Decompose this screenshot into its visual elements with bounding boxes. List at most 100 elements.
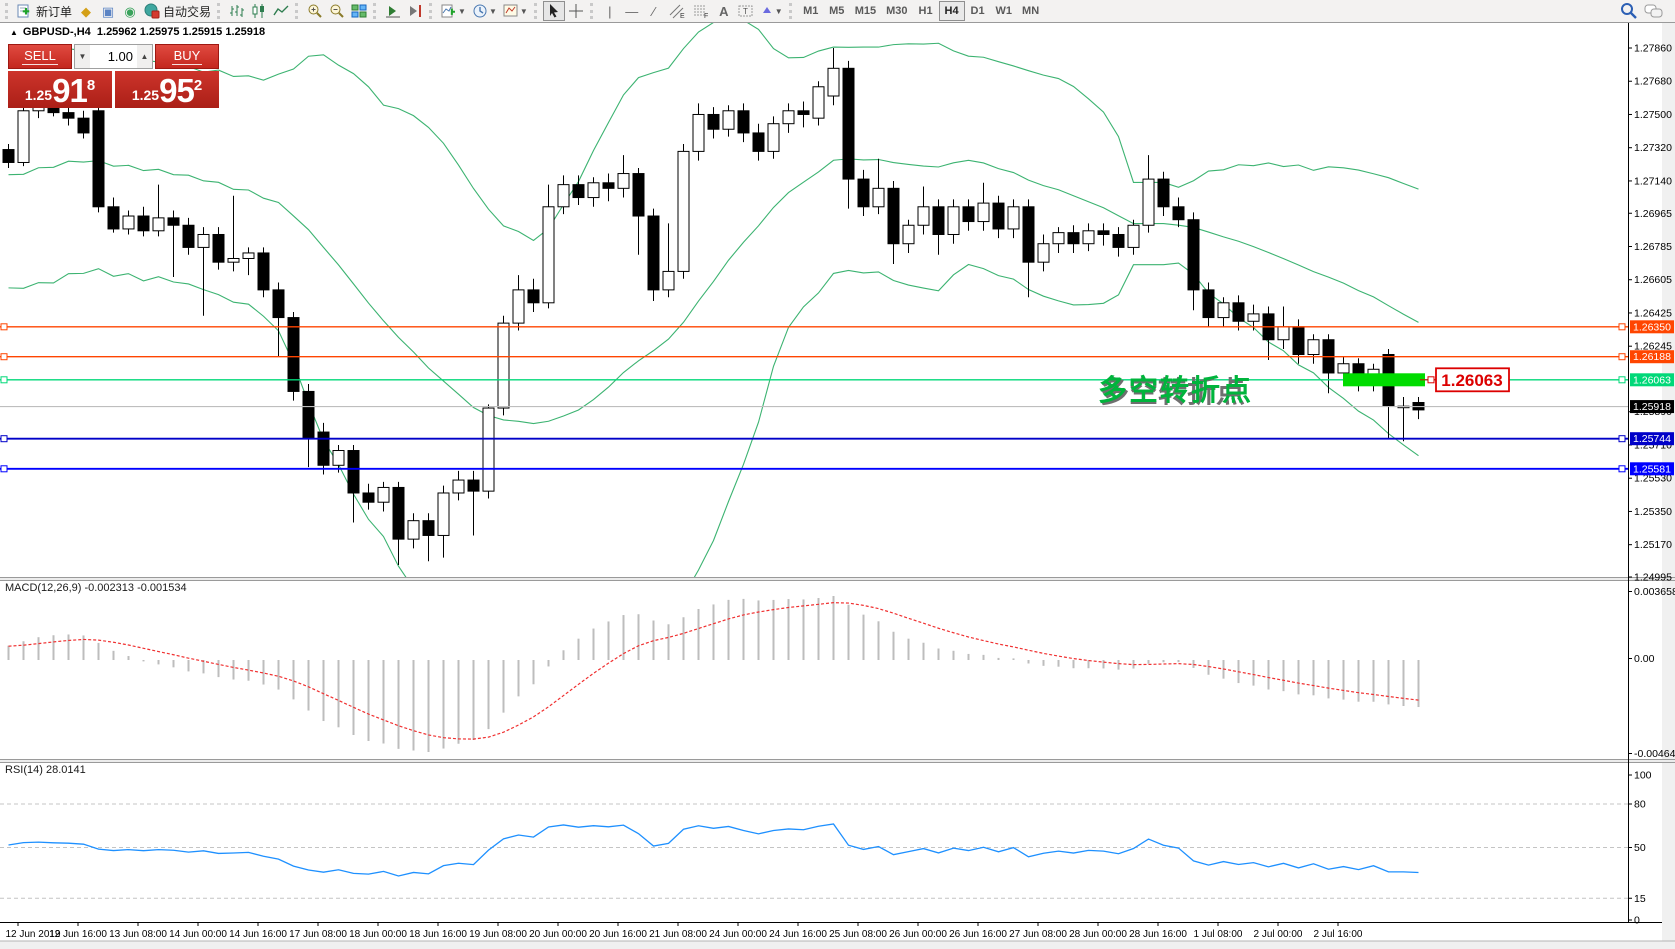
hline-right-handle[interactable] (1618, 353, 1626, 361)
svg-text:T: T (743, 7, 748, 16)
candle-body (1172, 206, 1185, 221)
templates-icon (503, 4, 518, 17)
timeframe-D1[interactable]: D1 (970, 5, 985, 17)
text-label-button[interactable]: T (735, 1, 757, 21)
cursor-button[interactable] (542, 1, 565, 21)
rsi-pane (0, 803, 1628, 899)
search-button[interactable] (1617, 1, 1641, 21)
collapse-panel-icon[interactable]: ▲ (10, 28, 18, 37)
timeframe-M1[interactable]: M1 (803, 5, 819, 17)
macd-label: MACD(12,26,9) -0.002313 -0.001534 (5, 582, 187, 594)
indicators-dropdown-arrow[interactable]: ▼ (458, 6, 466, 16)
trendline-button[interactable]: ∕ (643, 1, 665, 21)
time-axis-label: 28 Jun 16:00 (1129, 929, 1187, 940)
annotation-turning-point[interactable]: 多空转折点 (1098, 373, 1253, 407)
timeframe-M30[interactable]: M30 (886, 5, 908, 17)
macd-tick-label: -0.004645 (1634, 748, 1675, 760)
time-axis-label: 24 Jun 16:00 (769, 929, 827, 940)
chat-icon (1644, 4, 1663, 18)
candle-body (452, 479, 465, 494)
chart-shift-icon (410, 5, 422, 17)
hline-left-handle[interactable] (0, 376, 8, 384)
sell-price-big: 91 (52, 72, 88, 109)
timeframe-H1[interactable]: H1 (918, 5, 933, 17)
buy-button[interactable]: BUY (155, 44, 219, 69)
timeframe-W1[interactable]: W1 (995, 5, 1013, 17)
indicators-icon (441, 4, 456, 18)
templates-button[interactable]: ▼ (500, 1, 531, 21)
toolbar-drag-handle[interactable] (5, 3, 11, 19)
equidistant-channel-button[interactable]: E (665, 1, 689, 21)
line-chart-button[interactable] (270, 1, 292, 21)
timeframe-M5[interactable]: M5 (829, 5, 845, 17)
callout-anchor[interactable] (1427, 376, 1435, 384)
horizontal-line-button[interactable]: — (621, 1, 643, 21)
signals-button[interactable]: ◉ (119, 1, 141, 21)
candle-body (1097, 230, 1110, 235)
candle-body (512, 289, 525, 324)
zoom-out-button[interactable] (326, 1, 348, 21)
tile-windows-button[interactable] (348, 1, 370, 21)
buy-price-panel[interactable]: 1.25 95 2 (115, 71, 219, 108)
zoom-in-button[interactable] (304, 1, 326, 21)
vertical-line-icon: | (608, 3, 612, 19)
chart-title: ▲ GBPUSD-,H4 1.25962 1.25975 1.25915 1.25… (10, 26, 265, 38)
fibonacci-button[interactable]: F (689, 1, 713, 21)
bar-chart-button[interactable] (226, 1, 248, 21)
timeframe-H4[interactable]: H4 (938, 1, 965, 21)
timeframe-MN[interactable]: MN (1022, 5, 1040, 17)
sell-price-pip: 8 (86, 77, 96, 94)
callout-box[interactable] (1435, 367, 1510, 393)
new-order-button[interactable]: 新订单 (14, 1, 75, 21)
indicators-button[interactable]: ▼ (438, 1, 469, 21)
hline-left-handle[interactable] (0, 435, 8, 443)
pane-splitter[interactable] (0, 759, 1675, 763)
arrows-button[interactable]: ▼ (757, 1, 786, 21)
trendline-icon: ∕ (652, 3, 655, 19)
crosshair-button[interactable] (565, 1, 587, 21)
hline-right-handle[interactable] (1618, 465, 1626, 473)
sell-button[interactable]: SELL (8, 44, 72, 69)
pane-splitter[interactable] (0, 577, 1675, 581)
hline-right-handle[interactable] (1618, 376, 1626, 384)
sell-price-panel[interactable]: 1.25 91 8 (8, 71, 112, 108)
rsi-tick-label: 50 (1634, 842, 1646, 854)
hline-right-handle[interactable] (1618, 323, 1626, 331)
hline-left-handle[interactable] (0, 323, 8, 331)
candle-body (182, 224, 195, 248)
title-ohlc: 1.25962 1.25975 1.25915 1.25918 (96, 26, 266, 38)
volume-decrease-button[interactable]: ▼ (75, 45, 90, 68)
hline-left-handle[interactable] (0, 353, 8, 361)
text-button[interactable]: A (713, 1, 735, 21)
templates-dropdown-arrow[interactable]: ▼ (519, 6, 528, 16)
candlestick-chart-button[interactable] (248, 1, 270, 21)
candle-body (557, 184, 570, 208)
highlight-rect[interactable] (1343, 373, 1425, 387)
callout-price-text: 1.26063 (1441, 371, 1502, 390)
periods-button[interactable]: ▼ (469, 1, 500, 21)
volume-input[interactable] (90, 45, 137, 68)
price-tick-label: 1.25350 (1634, 506, 1672, 518)
vertical-line-button[interactable]: | (599, 1, 621, 21)
timeframe-M15[interactable]: M15 (854, 5, 877, 17)
rsi-label: RSI(14) 28.0141 (5, 764, 86, 776)
hline-left-handle[interactable] (0, 465, 8, 473)
market-watch-button[interactable]: ◆ (75, 1, 97, 21)
hline-axis-label: 1.26350 (1633, 321, 1671, 333)
periods-dropdown-arrow[interactable]: ▼ (488, 6, 497, 16)
candle-body (1127, 224, 1140, 248)
volume-increase-button[interactable]: ▲ (137, 45, 152, 68)
candle-body (17, 110, 30, 163)
toolbar-separator (217, 3, 223, 19)
hline-right-handle[interactable] (1618, 435, 1626, 443)
candle-body (497, 322, 510, 409)
auto-scroll-button[interactable] (382, 1, 404, 21)
chart-shift-button[interactable] (404, 1, 426, 21)
chat-button[interactable] (1641, 1, 1667, 21)
hline-axis-badge (1630, 350, 1674, 364)
terminal-button[interactable]: ▣ (97, 1, 119, 21)
candle-body (1082, 230, 1095, 245)
autotrading-button[interactable]: 自动交易 (141, 1, 214, 21)
arrows-dropdown-arrow[interactable]: ▼ (774, 6, 783, 16)
